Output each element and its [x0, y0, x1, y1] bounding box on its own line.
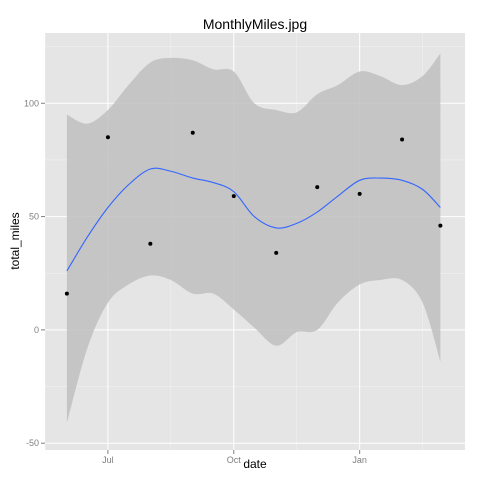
data-point [231, 194, 236, 199]
x-axis-title: date [243, 457, 267, 471]
confidence-band [66, 53, 441, 423]
data-point [274, 250, 279, 255]
axis-ticks: -50 0 50 100 Jul Oct Jan [24, 98, 367, 465]
data-point [148, 241, 153, 246]
x-tick-label: Jan [352, 455, 367, 465]
y-tick-label: 50 [29, 212, 39, 222]
data-point [105, 135, 110, 140]
data-point [64, 291, 69, 296]
chart-title: MonthlyMiles.jpg [203, 16, 307, 32]
x-tick-label: Oct [227, 455, 242, 465]
data-point [190, 130, 195, 135]
x-tick-label: Jul [102, 455, 114, 465]
data-point [438, 223, 443, 228]
data-points [64, 130, 443, 296]
data-point [315, 185, 320, 190]
data-point [357, 191, 362, 196]
y-tick-label: -50 [26, 438, 39, 448]
y-axis-title: total_miles [8, 212, 22, 269]
data-point [400, 137, 405, 142]
y-tick-label: 0 [34, 325, 39, 335]
y-tick-label: 100 [24, 98, 39, 108]
smooth-line [66, 167, 441, 272]
